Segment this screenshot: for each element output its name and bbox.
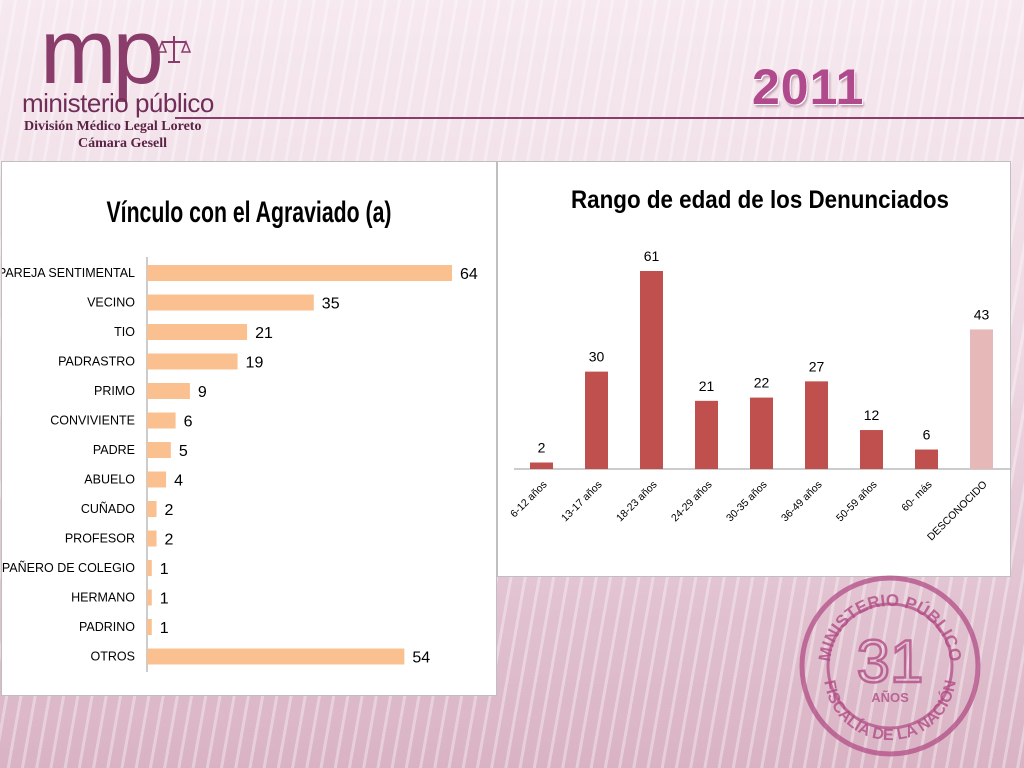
- data-label: 30: [589, 349, 605, 365]
- data-label: 21: [699, 378, 715, 394]
- header: mp ministerio público División Médico Le…: [0, 0, 1024, 160]
- bar: [147, 294, 314, 311]
- bar: [147, 648, 405, 665]
- data-label: 9: [198, 384, 207, 401]
- category-label: OTROS: [91, 650, 135, 664]
- bar: [147, 442, 171, 458]
- data-label: 35: [322, 296, 340, 313]
- data-label: 19: [246, 355, 264, 372]
- age-range-bar-chart: Rango de edad de los Denunciados 2 6-12 añ…: [508, 186, 1011, 544]
- chart-title: Vínculo con el Agraviado (a): [107, 196, 392, 229]
- scales-icon: [156, 36, 192, 63]
- relationship-chart-panel: Vínculo con el Agraviado (a) PAREJA SENTI…: [0, 161, 497, 696]
- bar: [147, 501, 157, 517]
- category-label: 6-12 años: [508, 479, 550, 521]
- data-label: 64: [460, 266, 478, 283]
- category-label: HERMANO: [71, 591, 135, 605]
- bar: [147, 324, 248, 340]
- logo-letters: mp: [40, 1, 164, 103]
- category-label: TIO: [114, 325, 135, 339]
- category-label: PRIMO: [94, 384, 135, 398]
- logo-name: ministerio público: [22, 88, 214, 118]
- bar: [530, 462, 553, 469]
- bar: [860, 430, 883, 469]
- category-label: 18-23 años: [614, 479, 660, 525]
- category-label: COMPAÑERO DE COLEGIO: [2, 561, 135, 575]
- svg-text:AÑOS: AÑOS: [871, 690, 909, 705]
- bar: [695, 400, 718, 469]
- category-label: 60- más: [899, 479, 934, 514]
- category-label: 30-35 años: [724, 479, 770, 525]
- data-label: 5: [179, 443, 188, 460]
- category-label: ABUELO: [84, 473, 135, 487]
- bar: [147, 412, 176, 429]
- data-label: 12: [864, 407, 880, 423]
- data-label: 2: [165, 502, 174, 519]
- anniversary-seal: MINISTERIO PÚBLICO FISCALÍA DE LA NACIÓN…: [799, 575, 981, 757]
- category-label: CONVIVIENTE: [50, 414, 135, 428]
- data-label: 1: [160, 620, 169, 637]
- data-label: 54: [412, 650, 430, 667]
- category-label: PAREJA SENTIMENTAL: [2, 266, 135, 280]
- category-label: 13-17 años: [559, 479, 605, 525]
- data-label: 4: [174, 473, 183, 490]
- data-label: 21: [255, 325, 273, 342]
- data-label: 2: [165, 532, 174, 549]
- data-label: 61: [644, 248, 660, 264]
- category-label: PADRASTRO: [58, 355, 135, 369]
- category-label: PADRINO: [79, 620, 135, 634]
- data-label: 1: [160, 561, 169, 578]
- unit-label: Cámara Gesell: [78, 136, 168, 151]
- division-label: División Médico Legal Loreto: [24, 119, 202, 134]
- bar: [147, 589, 152, 606]
- data-label: 22: [754, 375, 770, 391]
- bar: [640, 271, 663, 469]
- bar: [805, 381, 828, 469]
- svg-text:31: 31: [857, 628, 924, 695]
- bar: [147, 560, 152, 576]
- year-title: 2011: [752, 59, 865, 115]
- age-range-chart-panel: Rango de edad de los Denunciados 2 6-12 añ…: [497, 161, 1011, 577]
- bar: [970, 329, 993, 469]
- data-label: 1: [160, 591, 169, 608]
- bar: [147, 619, 152, 635]
- category-label: 36-49 años: [779, 479, 825, 525]
- bar: [585, 371, 608, 469]
- chart-title: Rango de edad de los Denunciados: [571, 186, 949, 214]
- category-label: CUÑADO: [81, 502, 135, 516]
- data-label: 2: [538, 440, 546, 456]
- bar: [147, 265, 452, 281]
- category-label: 24-29 años: [669, 479, 715, 525]
- data-label: 6: [923, 427, 931, 443]
- category-label: DESCONOCIDO: [925, 479, 990, 544]
- category-label: 50-59 años: [834, 479, 880, 525]
- data-label: 43: [974, 306, 990, 322]
- bar: [750, 397, 773, 469]
- bar: [147, 353, 238, 370]
- relationship-bar-chart: Vínculo con el Agraviado (a) PAREJA SENTI…: [0, 196, 478, 672]
- category-label: VECINO: [87, 296, 135, 310]
- bar: [147, 471, 167, 488]
- data-label: 27: [809, 358, 825, 374]
- category-label: PROFESOR: [65, 532, 135, 546]
- bar: [147, 530, 157, 547]
- category-label: PADRE: [93, 443, 135, 457]
- header-divider: [175, 117, 1024, 119]
- bar: [915, 449, 938, 469]
- bar: [147, 383, 190, 399]
- data-label: 6: [184, 414, 193, 431]
